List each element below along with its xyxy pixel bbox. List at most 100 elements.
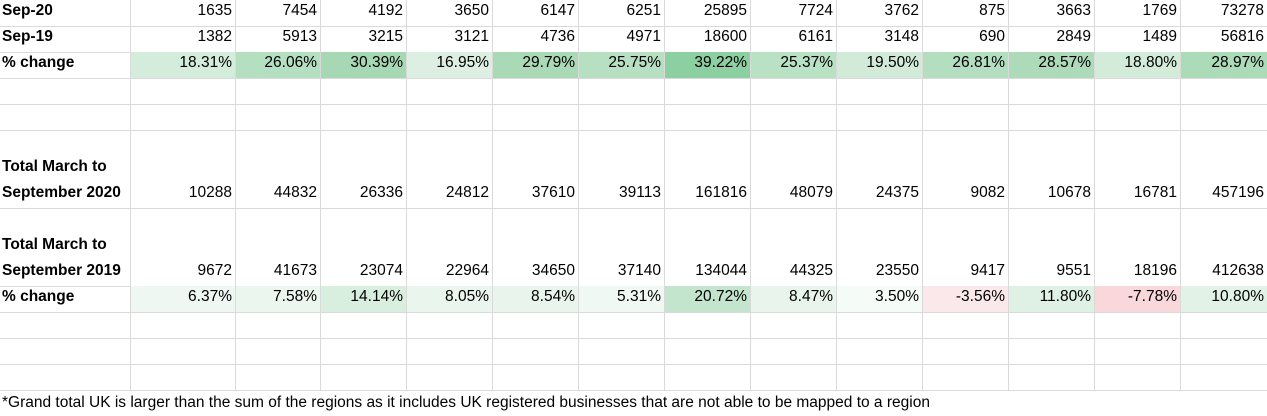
cell: 8.54% (492, 286, 578, 312)
cell: 6161 (798, 28, 833, 45)
cell: 39.22% (664, 52, 750, 78)
cell: 875 (979, 2, 1005, 19)
cell: 44325 (789, 262, 833, 279)
cell: -3.56% (922, 286, 1008, 312)
cell: 9417 (970, 262, 1005, 279)
grid-line (664, 0, 665, 390)
grid-line (0, 26, 1267, 27)
row-label: Sep-19 (0, 26, 130, 52)
cell: 1635 (197, 2, 232, 19)
cell: 20.72% (664, 286, 750, 312)
cell: 9672 (197, 262, 232, 279)
grid-line (0, 364, 1267, 365)
cell: 16.95% (406, 52, 492, 78)
cell: 26.81% (922, 52, 1008, 78)
cell: 3.50% (836, 286, 922, 312)
cell: 4971 (626, 28, 661, 45)
cell: 26.06% (235, 52, 320, 78)
row-label-text: Sep-20 (2, 2, 53, 19)
grid-line (0, 390, 1267, 391)
cell: 25.75% (578, 52, 664, 78)
cell: 18.80% (1094, 52, 1180, 78)
cell: 10678 (1047, 184, 1091, 201)
cell: 25895 (703, 2, 747, 19)
row-label-text: Total March to September 2019 (2, 236, 121, 279)
row-label: Sep-20 (0, 0, 130, 26)
cell: 3148 (884, 28, 919, 45)
cell: 37140 (617, 262, 661, 279)
cell: 41673 (273, 262, 317, 279)
cell: 16781 (1133, 184, 1177, 201)
cell: 11.80% (1008, 286, 1094, 312)
cell: 9551 (1056, 262, 1091, 279)
cell: 26336 (359, 184, 403, 201)
grid-line (0, 312, 1267, 313)
footnote: *Grand total UK is larger than the sum o… (2, 394, 930, 411)
row-label-text: % change (2, 54, 75, 71)
grid-line (578, 0, 579, 390)
cell: 3650 (454, 2, 489, 19)
grid-line (750, 0, 751, 390)
cell: 1769 (1142, 2, 1177, 19)
cell: 6147 (540, 2, 575, 19)
cell: 161816 (695, 184, 747, 201)
grid-line (0, 104, 1267, 105)
grid-line (320, 0, 321, 390)
cell: 29.79% (492, 52, 578, 78)
cell: 5.31% (578, 286, 664, 312)
cell: 48079 (789, 184, 833, 201)
cell: 3762 (884, 2, 919, 19)
grid-line (492, 0, 493, 390)
cell: 8.05% (406, 286, 492, 312)
cell: 28.57% (1008, 52, 1094, 78)
cell: 30.39% (320, 52, 406, 78)
cell: 7724 (798, 2, 833, 19)
cell: 34650 (531, 262, 575, 279)
grid-line (130, 0, 131, 390)
row-label-text: % change (2, 288, 75, 305)
row-label: % change (0, 286, 130, 312)
row-label: Total March to September 2019 (0, 208, 130, 286)
cell: 3121 (454, 28, 489, 45)
cell: 24375 (875, 184, 919, 201)
cell: 10288 (188, 184, 232, 201)
cell: 23074 (359, 262, 403, 279)
row-label-text: Total March to September 2020 (2, 158, 121, 201)
row-label: Total March to September 2020 (0, 130, 130, 208)
grid-line (922, 0, 923, 390)
cell: 19.50% (836, 52, 922, 78)
cell: 18196 (1133, 262, 1177, 279)
cell: 14.14% (320, 286, 406, 312)
cell: 5913 (282, 28, 317, 45)
cell: 28.97% (1180, 52, 1267, 78)
grid-line (836, 0, 837, 390)
grid-line (0, 78, 1267, 79)
cell: 7454 (282, 2, 317, 19)
grid-line (1008, 0, 1009, 390)
cell: 6251 (626, 2, 661, 19)
grid-line (0, 338, 1267, 339)
cell: 18600 (703, 28, 747, 45)
cell: 7.58% (235, 286, 320, 312)
cell: 24812 (445, 184, 489, 201)
grid-line (1094, 0, 1095, 390)
cell: 457196 (1212, 184, 1264, 201)
grid-line (406, 0, 407, 390)
grid-line (0, 208, 1267, 209)
grid-line (235, 0, 236, 390)
cell: 73278 (1220, 2, 1264, 19)
cell: 23550 (875, 262, 919, 279)
cell: 37610 (531, 184, 575, 201)
cell: 134044 (695, 262, 747, 279)
row-label-text: Sep-19 (2, 28, 53, 45)
grid-line (1180, 0, 1181, 390)
cell: 412638 (1212, 262, 1264, 279)
cell: 10.80% (1180, 286, 1267, 312)
grid-line (0, 130, 1267, 131)
cell: 6.37% (130, 286, 235, 312)
cell: -7.78% (1094, 286, 1180, 312)
cell: 3663 (1056, 2, 1091, 19)
cell: 25.37% (750, 52, 836, 78)
cell: 39113 (619, 184, 661, 201)
